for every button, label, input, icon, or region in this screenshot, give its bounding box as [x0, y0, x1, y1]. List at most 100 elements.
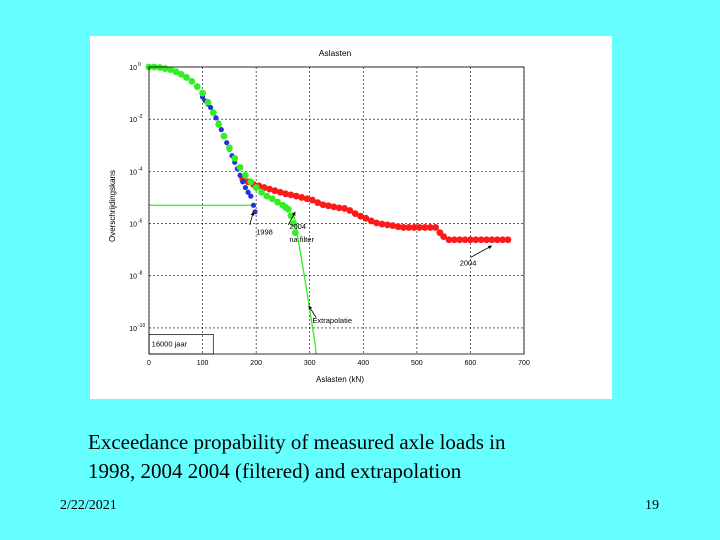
annotation-label: 2004	[460, 259, 477, 268]
data-point	[245, 189, 251, 195]
data-point	[220, 132, 228, 140]
data-point	[248, 193, 254, 199]
data-point	[421, 224, 429, 231]
series-1998	[199, 94, 258, 215]
data-point	[284, 205, 292, 213]
annotation-label: na filter	[289, 235, 314, 244]
y-tick-exponent: -10	[138, 323, 145, 329]
data-point	[172, 68, 180, 76]
x-tick-label: 200	[250, 360, 262, 367]
data-point	[225, 144, 233, 152]
arrow-1998-head	[250, 211, 255, 216]
annotation-label: 2004	[289, 222, 306, 231]
data-point	[298, 194, 306, 201]
data-point	[461, 236, 469, 244]
arrow-2004-filter-head	[291, 211, 296, 216]
arrow-extrapolatie-head	[308, 305, 313, 310]
x-tick-label: 700	[518, 360, 530, 367]
annotation-box	[148, 334, 214, 355]
y-tick-label: 10	[129, 222, 137, 229]
annotations: 1998 2004 na filter 2004 Extrapolatie 16000 j…	[148, 222, 477, 355]
arrow-2004	[470, 245, 493, 258]
slide-page-number: 19	[645, 498, 659, 513]
y-tick-exponent: -6	[138, 219, 143, 225]
data-point	[252, 184, 260, 191]
data-point	[240, 179, 246, 185]
data-point	[231, 154, 239, 162]
data-point	[378, 220, 386, 228]
data-point	[389, 222, 397, 230]
data-point	[250, 202, 257, 208]
data-point	[346, 207, 354, 214]
slide-caption: Exceedance propability of measured axle …	[88, 428, 608, 486]
data-point	[287, 191, 295, 199]
data-point	[193, 83, 201, 90]
data-point	[242, 171, 249, 179]
data-point	[258, 188, 265, 196]
x-tick-label: 400	[357, 360, 369, 367]
data-point	[208, 104, 214, 111]
data-point	[383, 221, 391, 229]
annotation-label: 1998	[256, 227, 273, 236]
data-point	[432, 224, 440, 231]
caption-line-2: 1998, 2004 2004 (filtered) and extrapola…	[88, 459, 462, 483]
x-tick-label: 600	[465, 360, 477, 367]
y-tick-exponent: -8	[138, 271, 143, 277]
data-point	[188, 77, 196, 85]
data-point	[450, 236, 458, 244]
data-point	[271, 187, 279, 195]
plot-frame	[148, 66, 525, 355]
y-tick-exponent: 0	[138, 62, 141, 68]
data-point	[440, 233, 448, 240]
grid-lines	[148, 66, 525, 354]
data-point	[426, 224, 434, 231]
y-tick-label: 10	[129, 274, 137, 281]
data-point	[290, 220, 298, 227]
extrapolation-line	[293, 212, 317, 355]
y-axis-label: Overschrijdingskans	[108, 170, 117, 242]
data-point	[325, 202, 332, 210]
data-point	[483, 236, 490, 244]
data-point	[477, 236, 485, 244]
data-point	[319, 201, 327, 209]
data-point	[445, 236, 453, 244]
data-point	[303, 195, 311, 203]
data-point	[416, 224, 423, 231]
chart-title: Aslasten	[319, 48, 352, 58]
x-tick-label: 0	[147, 360, 151, 367]
y-tick-exponent: -4	[138, 166, 143, 172]
data-point	[357, 212, 365, 220]
slide-date: 2/22/2021	[60, 498, 117, 513]
annotation-arrows	[249, 211, 493, 318]
data-point	[252, 209, 258, 215]
data-point	[493, 236, 501, 244]
caption-line-1: Exceedance propability of measured axle …	[88, 430, 506, 454]
data-point	[156, 64, 164, 71]
data-point	[218, 127, 224, 133]
x-axis-label: Aslasten (kN)	[316, 375, 364, 384]
data-point	[373, 219, 381, 227]
data-point	[394, 223, 402, 231]
data-point	[215, 121, 223, 128]
data-point	[351, 210, 359, 218]
data-point	[472, 236, 480, 244]
data-point	[237, 172, 243, 178]
data-point	[209, 109, 217, 117]
data-point	[183, 74, 190, 81]
annotation-label: 16000 jaar	[152, 340, 188, 349]
data-point	[213, 115, 219, 121]
data-point	[242, 184, 249, 191]
data-point	[467, 236, 474, 244]
data-point	[400, 224, 407, 231]
data-point	[199, 89, 206, 97]
data-point	[282, 190, 290, 198]
y-tick-label: 10	[129, 169, 137, 176]
data-point	[177, 70, 185, 78]
data-point	[247, 178, 255, 186]
data-point	[405, 224, 413, 231]
data-point	[167, 66, 174, 74]
data-point	[274, 198, 281, 206]
x-tick-label: 100	[197, 360, 209, 367]
data-series	[145, 63, 512, 244]
